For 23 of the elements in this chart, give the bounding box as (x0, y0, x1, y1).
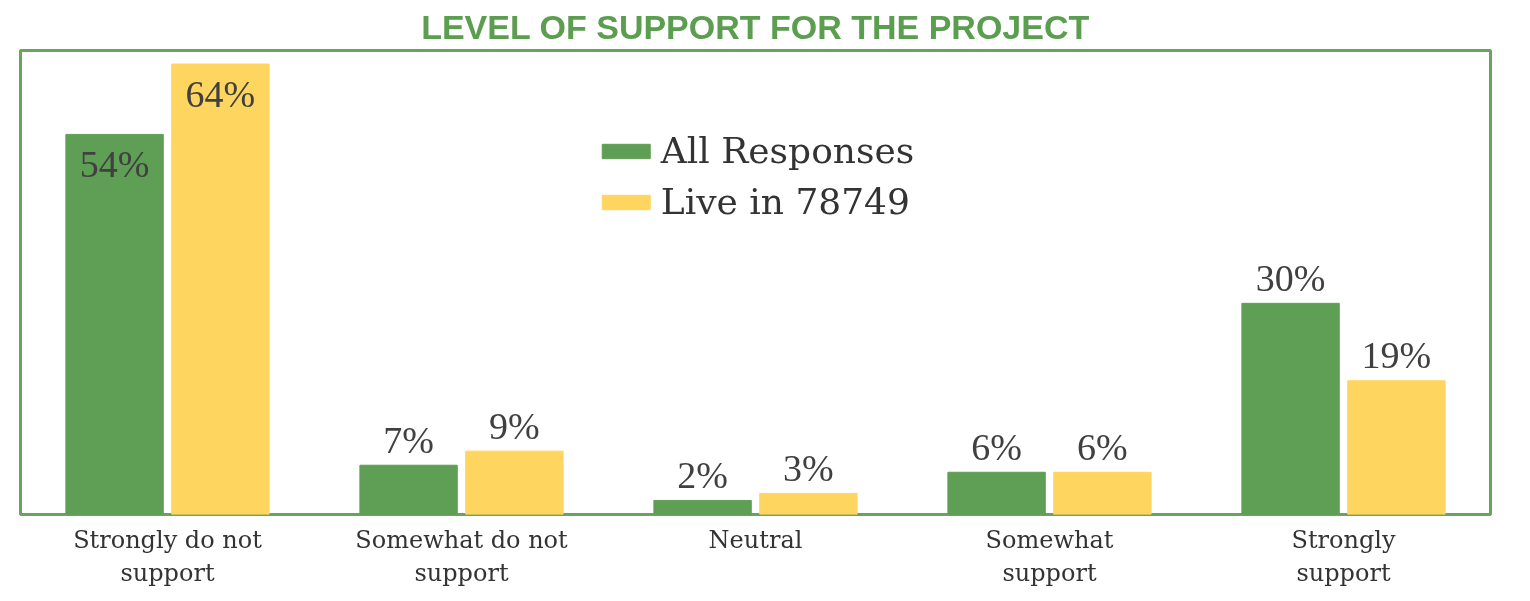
legend-label: Live in 78749 (660, 181, 910, 222)
data-label: 7% (383, 418, 434, 461)
chart-title: LEVEL OF SUPPORT FOR THE PROJECT (421, 7, 1090, 46)
x-tick-label: Strongly do not support (73, 525, 263, 588)
data-label: 6% (1077, 425, 1128, 468)
x-tick-label: Neutral (708, 525, 803, 554)
bar (759, 492, 858, 515)
data-label: 30% (1255, 256, 1326, 299)
data-label: 3% (783, 446, 834, 489)
bar (1053, 471, 1152, 515)
bar (171, 63, 270, 515)
data-label: 9% (489, 404, 540, 447)
data-label: 19% (1361, 334, 1432, 377)
x-tick-label: Strongly support (1291, 525, 1396, 588)
x-tick-label: Somewhat support (985, 525, 1114, 588)
data-label: 6% (971, 425, 1022, 468)
bar (465, 450, 564, 515)
data-label: 54% (79, 143, 150, 186)
legend-label: All Responses (660, 130, 915, 171)
x-tick-label: Somewhat do not support (355, 525, 569, 588)
data-label: 64% (185, 73, 256, 116)
data-label: 2% (677, 453, 728, 496)
bar (1347, 380, 1446, 515)
